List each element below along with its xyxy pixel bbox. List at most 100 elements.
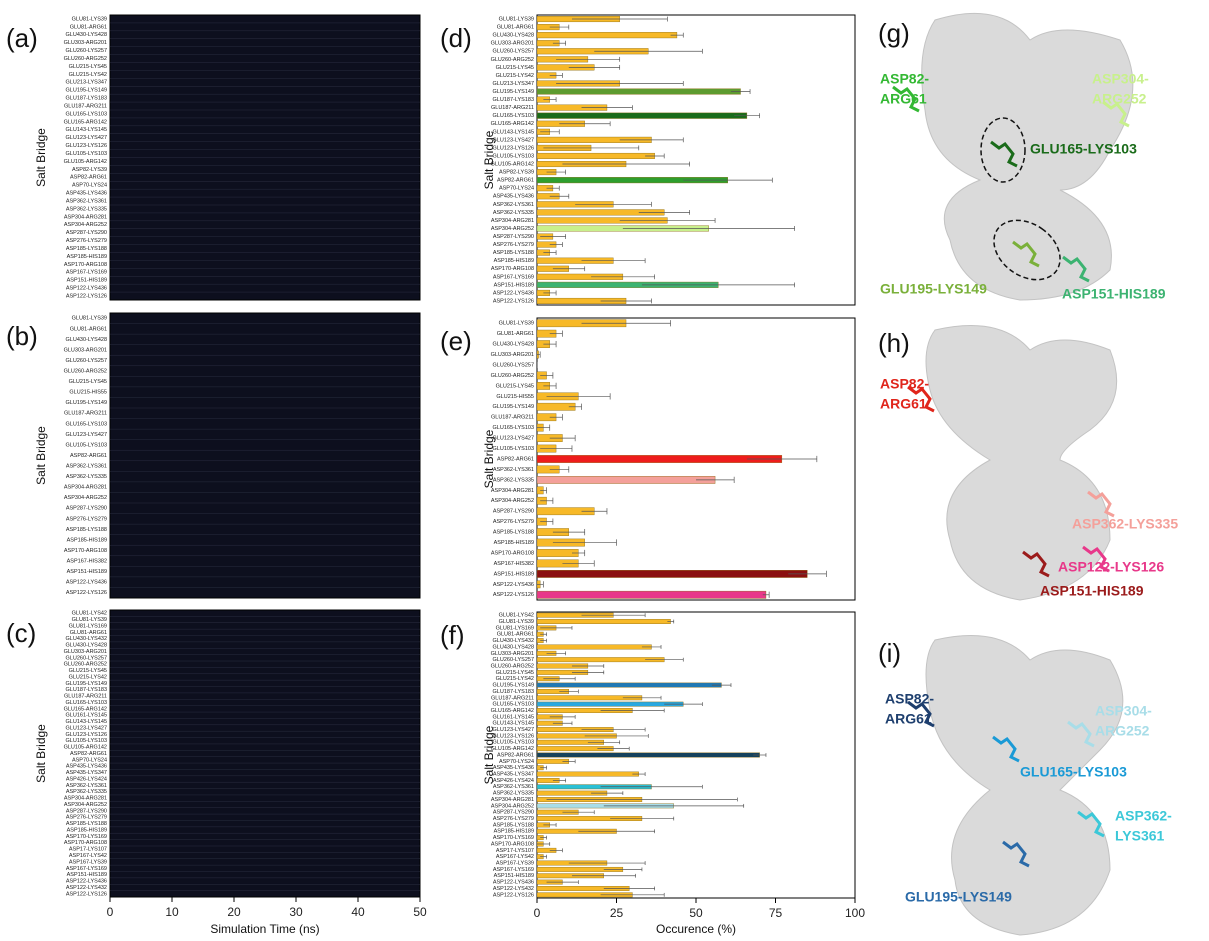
row-label: GLU105-ARG142 xyxy=(64,159,107,165)
row-label: GLU81-ARG61 xyxy=(70,630,107,636)
row-label: ASP362-LYS361 xyxy=(66,464,107,470)
row-label: ASP151-HIS189 xyxy=(67,278,107,284)
category-label: GLU430-LYS428 xyxy=(493,644,534,650)
category-label: ASP435-LYS347 xyxy=(493,772,534,778)
category-label: ASP185-HIS189 xyxy=(494,829,534,835)
row-label: ASP185-HIS189 xyxy=(67,827,107,833)
row-label: GLU215-LYS42 xyxy=(69,674,107,680)
heatmap-area xyxy=(109,609,421,898)
residue-sticks xyxy=(1067,720,1095,748)
bar xyxy=(537,152,655,159)
row-label: ASP287-LYS290 xyxy=(66,808,107,814)
row-label: ASP122-LYS126 xyxy=(66,293,107,299)
category-label: ASP82-ARG61 xyxy=(497,456,534,462)
row-label: ASP185-HIS189 xyxy=(67,254,107,260)
row-label: ASP122-LYS126 xyxy=(66,590,107,596)
row-label: GLU260-LYS257 xyxy=(66,655,107,661)
structure-label: ARG252 xyxy=(1092,91,1147,107)
x-tick-label: 0 xyxy=(534,906,541,920)
structure-label: ASP304- xyxy=(1092,71,1149,87)
category-label: GLU161-LYS145 xyxy=(493,714,534,720)
row-label: ASP82-ARG61 xyxy=(70,453,107,459)
row-label: ASP167-HIS382 xyxy=(67,559,107,565)
category-label: GLU260-ARG252 xyxy=(491,57,534,63)
category-label: ASP185-LYS188 xyxy=(493,822,534,828)
row-label: ASP304-ARG252 xyxy=(64,495,107,501)
residue-sticks xyxy=(907,700,935,728)
bar xyxy=(537,701,684,707)
category-label: GLU81-LYS39 xyxy=(499,16,534,22)
row-label: GLU105-ARG142 xyxy=(64,745,107,751)
row-label: GLU123-LYS427 xyxy=(66,725,107,731)
residue-sticks xyxy=(1087,490,1115,518)
row-label: GLU123-LYS126 xyxy=(66,732,107,738)
category-label: ASP362-LYS361 xyxy=(493,467,534,473)
row-label: ASP362-LYS335 xyxy=(66,474,107,480)
row-label: GLU260-ARG252 xyxy=(64,662,107,668)
row-label: ASP362-LYS361 xyxy=(66,198,107,204)
structure-label: ARG252 xyxy=(1095,723,1150,739)
structure-label: ARG61 xyxy=(885,711,932,727)
row-label: GLU430-LYS428 xyxy=(66,643,107,649)
protein-structures xyxy=(921,12,1134,936)
row-label: ASP276-LYS279 xyxy=(66,238,107,244)
highlight-ellipse xyxy=(980,117,1026,183)
row-label: GLU430-LYS428 xyxy=(66,337,107,343)
category-label: GLU123-LYS427 xyxy=(493,436,534,442)
category-label: GLU123-LYS126 xyxy=(493,733,534,739)
bar xyxy=(537,32,678,39)
panel-label: (f) xyxy=(440,620,465,650)
category-label: GLU105-LYS103 xyxy=(493,153,534,159)
category-label: ASP304-ARG252 xyxy=(491,498,534,504)
category-label: GLU260-ARG252 xyxy=(491,663,534,669)
row-label: ASP167-LYS42 xyxy=(69,853,107,859)
row-label: ASP435-LYS436 xyxy=(66,191,107,197)
category-label: GLU105-LYS103 xyxy=(493,740,534,746)
structure-label: GLU195-LYS149 xyxy=(905,889,1012,905)
category-label: ASP276-LYS279 xyxy=(493,816,534,822)
row-label: GLU260-LYS257 xyxy=(66,358,107,364)
category-label: GLU143-LYS145 xyxy=(493,721,534,727)
category-label: ASP70-LYS24 xyxy=(499,186,534,192)
row-label: ASP304-ARG252 xyxy=(64,222,107,228)
category-label: GLU187-ARG211 xyxy=(491,415,534,421)
x-tick-label: 50 xyxy=(689,906,703,920)
x-tick-label: 100 xyxy=(845,906,865,920)
row-label: GLU187-LYS183 xyxy=(66,687,107,693)
row-label: ASP287-LYS290 xyxy=(66,230,107,236)
row-label: ASP122-LYS432 xyxy=(66,885,107,891)
row-label: GLU165-ARG142 xyxy=(64,119,107,125)
row-label: ASP435-LYS347 xyxy=(66,770,107,776)
category-label: ASP17-LYS107 xyxy=(496,848,534,854)
row-label: GLU123-LYS427 xyxy=(66,135,107,141)
category-label: ASP304-ARG281 xyxy=(491,488,534,494)
row-label: ASP426-LYS424 xyxy=(66,776,107,782)
category-label: ASP426-LYS424 xyxy=(493,778,534,784)
category-label: ASP170-LYS169 xyxy=(493,835,534,841)
category-label: GLU165-ARG142 xyxy=(491,121,534,127)
row-label: GLU303-ARG201 xyxy=(64,40,107,46)
residue-sticks xyxy=(1102,100,1130,128)
category-label: GLU260-ARG252 xyxy=(491,373,534,379)
row-label: ASP185-LYS188 xyxy=(66,527,107,533)
category-label: ASP167-LYS42 xyxy=(496,854,534,860)
category-label: GLU303-ARG201 xyxy=(491,41,534,47)
row-label: ASP82-ARG61 xyxy=(70,751,107,757)
bar xyxy=(537,644,652,650)
category-label: ASP304-ARG252 xyxy=(491,803,534,809)
category-label: GLU123-LYS427 xyxy=(493,727,534,733)
category-label: ASP185-LYS188 xyxy=(493,530,534,536)
row-label: ASP276-LYS279 xyxy=(66,815,107,821)
category-label: ASP122-LYS436 xyxy=(493,290,534,296)
row-label: ASP304-ARG281 xyxy=(64,214,107,220)
row-label: GLU303-ARG201 xyxy=(64,649,107,655)
bar xyxy=(537,570,808,578)
row-label: GLU81-LYS39 xyxy=(72,16,107,22)
panel-label: (e) xyxy=(440,326,472,356)
structure-label: ASP122-LYS126 xyxy=(1058,559,1164,575)
row-label: ASP287-LYS290 xyxy=(66,506,107,512)
bar xyxy=(537,112,748,119)
structure-label: ARG61 xyxy=(880,91,927,107)
row-label: GLU165-ARG142 xyxy=(64,706,107,712)
